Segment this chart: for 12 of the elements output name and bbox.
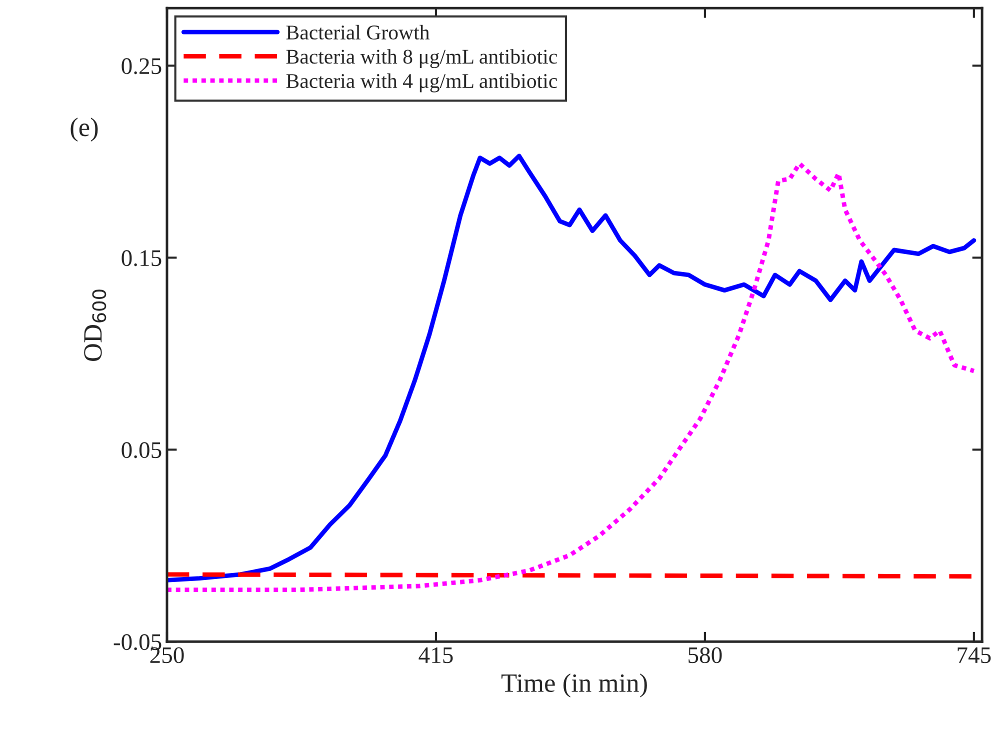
y-tick-label: 0.15 [122, 250, 162, 266]
y-tick-label: 0.25 [122, 58, 162, 74]
legend-label: Bacteria with 8 μg/mL antibiotic [286, 49, 557, 68]
x-tick-label: 580 [688, 647, 722, 664]
text: (e) [70, 118, 98, 142]
x-tick-label: 415 [418, 647, 453, 664]
x-tick-label: 745 [958, 647, 991, 664]
legend-label: Bacteria with 4 μg/mL antibiotic [286, 73, 557, 92]
legend-label: Bacterial Growth [286, 24, 430, 40]
x-axis-title: Time (in min) [501, 673, 647, 698]
y-axis-title: OD$_{600}$ [84, 290, 106, 361]
y-tick-label: 0.05 [122, 442, 162, 458]
